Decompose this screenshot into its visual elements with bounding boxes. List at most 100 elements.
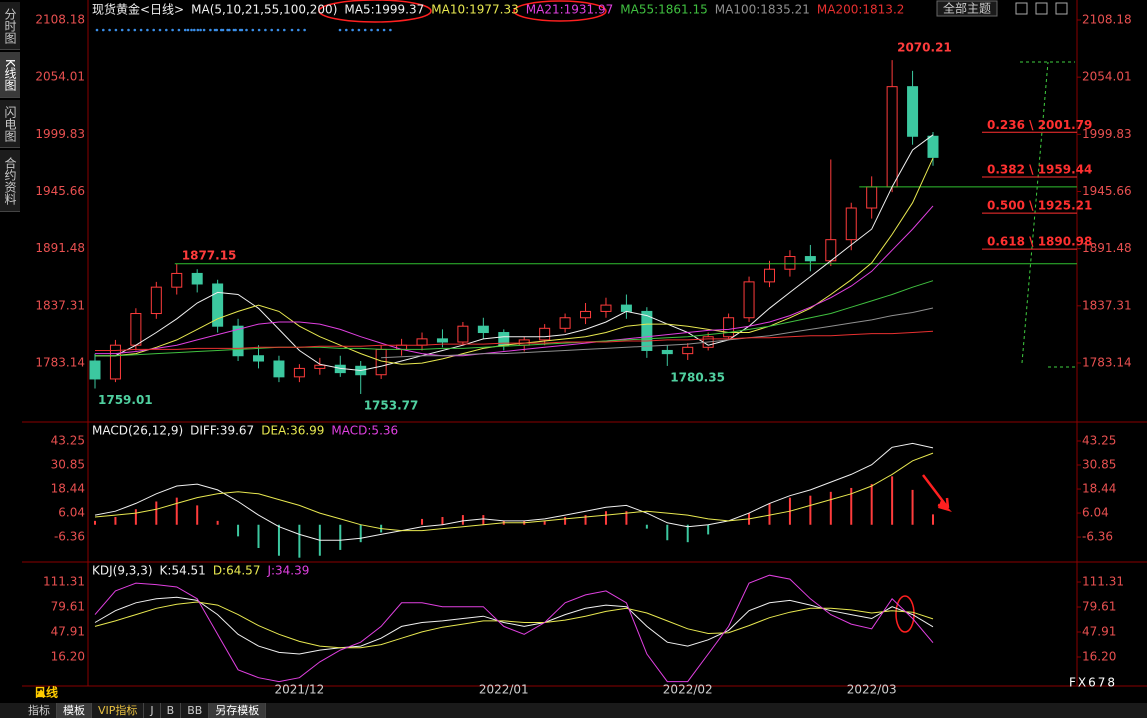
watermark: FX678 — [1069, 676, 1117, 690]
candle-body — [89, 360, 101, 380]
y-tick-label: 1837.31 — [35, 298, 85, 312]
y-tick-label: 47.91 — [51, 625, 85, 639]
legend-entry: MA10:1977.33 — [431, 3, 519, 17]
fib-label: 0.382 \ 1959.44 — [987, 162, 1092, 176]
legend-entry: MA5:1999.37 — [344, 3, 424, 17]
event-dot — [297, 28, 300, 32]
candle-body — [804, 256, 816, 262]
period-label[interactable]: 日线 — [34, 685, 58, 700]
candle-body — [784, 256, 796, 270]
y-tick-label: 1783.14 — [1082, 355, 1132, 369]
bottom-tab[interactable]: B — [161, 703, 182, 718]
event-dot — [363, 28, 367, 32]
side-tab[interactable]: 分时图 — [0, 2, 20, 50]
event-dot — [133, 28, 137, 32]
candle-body — [661, 349, 673, 355]
candle-body — [457, 325, 469, 343]
bottom-tab[interactable]: 另存模板 — [209, 703, 267, 718]
bottom-tab[interactable]: J — [144, 703, 161, 718]
y-tick-label: 1945.66 — [35, 184, 85, 198]
candle-body — [375, 348, 387, 376]
y-tick-label: 2108.18 — [35, 13, 85, 27]
candle-body — [130, 313, 142, 346]
y-tick-label: 2054.01 — [1082, 70, 1132, 84]
tool-icon[interactable] — [1035, 2, 1048, 15]
event-dot — [120, 28, 124, 32]
candle-body — [477, 325, 489, 334]
y-tick-label: 2108.18 — [1082, 13, 1132, 27]
indicator-line — [94, 442, 934, 541]
event-dot — [102, 28, 105, 32]
legend-entry: DEA:36.99 — [261, 424, 324, 438]
side-tab[interactable]: 闪电图 — [0, 100, 20, 148]
candle-body — [907, 86, 919, 137]
fib-label: 0.236 \ 2001.79 — [987, 118, 1092, 132]
y-tick-label: 1891.48 — [35, 241, 85, 255]
indicator-line — [94, 452, 934, 532]
y-tick-label: 79.61 — [51, 600, 85, 614]
event-dot — [139, 28, 143, 32]
period-arrow[interactable] — [36, 689, 46, 697]
candle-body — [723, 317, 735, 338]
indicator-line — [94, 574, 934, 683]
arrow — [922, 474, 950, 510]
event-dot — [127, 28, 130, 32]
x-tick-label: 2022/01 — [479, 683, 529, 697]
candle-body — [416, 338, 428, 346]
candle-body — [109, 344, 121, 380]
candle-body — [171, 272, 183, 288]
bottom-tab[interactable]: BB — [181, 703, 210, 718]
candle-body — [580, 310, 592, 319]
indicator-line — [95, 134, 934, 372]
highlight-ellipse — [895, 595, 915, 633]
event-dot — [108, 28, 111, 32]
y-tick-label: 2054.01 — [35, 70, 85, 84]
side-tab[interactable]: K线图 — [0, 52, 20, 98]
legend-entry: D:64.57 — [213, 564, 261, 578]
event-dot — [196, 28, 200, 32]
side-tab[interactable]: 合约资料 — [0, 150, 20, 212]
legend-entry: DIFF:39.67 — [190, 424, 254, 438]
indicator-line — [94, 596, 934, 655]
candle-body — [253, 355, 265, 362]
low-label: 1753.77 — [364, 398, 419, 412]
candle-body — [150, 286, 162, 315]
event-dot — [183, 28, 187, 32]
indicator-line — [95, 330, 934, 351]
event-dot — [270, 28, 274, 32]
event-dot — [245, 28, 248, 32]
event-dot — [338, 28, 342, 32]
candle-body — [212, 283, 224, 327]
event-dot — [376, 28, 380, 32]
theme-select-label[interactable]: 全部主题 — [943, 1, 991, 16]
indicator-label: MACD(26,12,9) — [92, 424, 183, 438]
event-dot — [257, 28, 261, 32]
candle-body — [763, 268, 775, 283]
y-tick-label: 43.25 — [1082, 433, 1116, 447]
highlight-ellipse — [318, 0, 432, 23]
event-dot — [290, 28, 294, 32]
candle-body — [866, 186, 878, 209]
tool-icon[interactable] — [1015, 2, 1028, 15]
event-dot — [238, 28, 242, 32]
y-tick-label: 43.25 — [51, 433, 85, 447]
y-tick-label: 1999.83 — [35, 127, 85, 141]
event-dot — [220, 28, 223, 32]
bottom-tab[interactable]: VIP指标 — [92, 703, 145, 718]
chart-title: 现货黄金<日线> — [92, 2, 184, 17]
theme-select[interactable] — [936, 0, 998, 17]
y-tick-label: 1999.83 — [1082, 127, 1132, 141]
x-tick-label: 2022/03 — [847, 683, 897, 697]
y-tick-label: 1837.31 — [1082, 298, 1132, 312]
tool-icon[interactable] — [1055, 2, 1068, 15]
bottom-tab[interactable]: 指标 — [22, 703, 57, 718]
event-dot — [193, 28, 196, 32]
bottom-tab[interactable]: 模板 — [57, 703, 92, 718]
event-dot — [264, 28, 267, 32]
y-tick-label: 30.85 — [51, 457, 85, 471]
event-dot — [114, 28, 118, 32]
candle-body — [191, 272, 203, 285]
event-dot — [351, 28, 354, 32]
candle-body — [293, 367, 305, 378]
event-dot — [213, 28, 217, 32]
